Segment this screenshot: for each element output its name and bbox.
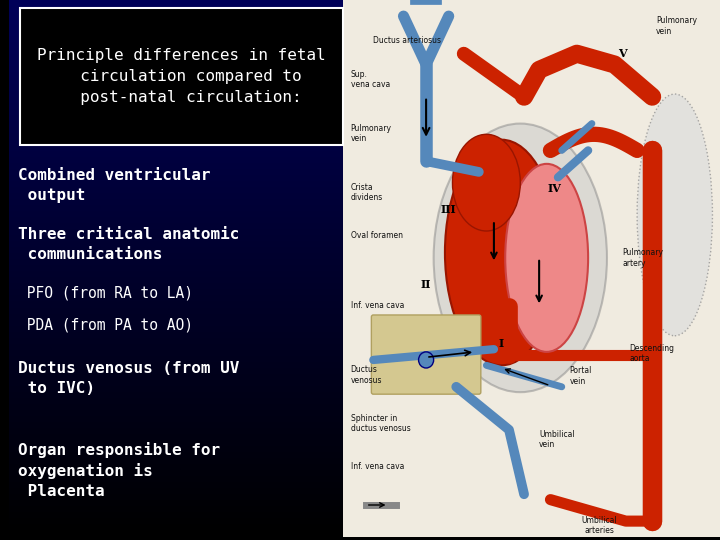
Text: Pulmonary
vein: Pulmonary vein	[656, 16, 697, 36]
Text: Pulmonary
artery: Pulmonary artery	[622, 248, 663, 268]
Text: Three critical anatomic
 communications: Three critical anatomic communications	[17, 227, 239, 262]
Text: Ductus arteriosus: Ductus arteriosus	[374, 36, 441, 45]
Text: III: III	[441, 204, 456, 215]
Text: Principle differences in fetal
  circulation compared to
  post-natal circulatio: Principle differences in fetal circulati…	[37, 48, 326, 105]
Text: Sup.
vena cava: Sup. vena cava	[351, 70, 390, 89]
Text: PDA (from PA to AO): PDA (from PA to AO)	[17, 318, 192, 333]
Ellipse shape	[418, 352, 433, 368]
Bar	[343, 0, 720, 537]
Text: Inf. vena cava: Inf. vena cava	[351, 301, 404, 310]
Text: Umbilical
vein: Umbilical vein	[539, 430, 575, 449]
Text: Portal
vein: Portal vein	[570, 366, 592, 386]
Text: IV: IV	[547, 183, 561, 193]
Text: Sphincter in
ductus venosus: Sphincter in ductus venosus	[351, 414, 410, 433]
Text: Organ responsible for
oxygenation is
 Placenta: Organ responsible for oxygenation is Pla…	[17, 442, 220, 498]
Text: Ductus venosus (from UV
 to IVC): Ductus venosus (from UV to IVC)	[17, 361, 239, 396]
Text: Oval foramen: Oval foramen	[351, 231, 402, 240]
Ellipse shape	[452, 134, 521, 231]
Ellipse shape	[433, 124, 607, 392]
Text: V: V	[618, 48, 626, 59]
Text: Ductus
venosus: Ductus venosus	[351, 366, 382, 384]
Text: Pulmonary
vein: Pulmonary vein	[351, 124, 392, 143]
Text: II: II	[421, 279, 431, 290]
Text: I: I	[499, 339, 504, 349]
Text: Descending
aorta: Descending aorta	[629, 344, 675, 363]
Text: Inf. vena cava: Inf. vena cava	[351, 462, 404, 471]
Text: Umbilical
arteries: Umbilical arteries	[582, 516, 617, 535]
Ellipse shape	[445, 140, 558, 366]
Text: Crista
dividens: Crista dividens	[351, 183, 383, 202]
Bar	[19, 8, 343, 145]
Text: PFO (from RA to LA): PFO (from RA to LA)	[17, 285, 192, 300]
Text: Combined ventricular
 output: Combined ventricular output	[17, 168, 210, 202]
FancyBboxPatch shape	[372, 315, 481, 394]
Ellipse shape	[637, 94, 713, 336]
Ellipse shape	[505, 164, 588, 352]
